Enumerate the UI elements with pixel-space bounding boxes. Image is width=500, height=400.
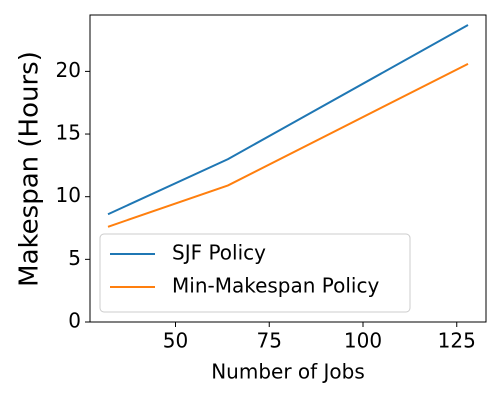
y-tick-label: 5 <box>68 246 81 270</box>
legend-label: SJF Policy <box>172 241 266 265</box>
y-tick-label: 0 <box>68 309 81 333</box>
y-tick-label: 20 <box>56 58 81 82</box>
plot-frame <box>89 14 487 323</box>
legend-label: Min-Makespan Policy <box>172 274 379 298</box>
legend-box <box>99 233 411 313</box>
x-tick-label: 125 <box>438 329 476 353</box>
y-tick-label: 15 <box>56 121 81 145</box>
x-axis-label: Number of Jobs <box>211 360 365 384</box>
y-tick-label: 10 <box>56 183 81 207</box>
x-tick-label: 50 <box>163 329 188 353</box>
data-line <box>107 62 469 228</box>
x-tick-label: 75 <box>257 329 282 353</box>
x-tick-label: 100 <box>344 329 382 353</box>
y-axis-label: Makespan (Hours) <box>15 51 45 287</box>
data-line <box>107 24 469 216</box>
